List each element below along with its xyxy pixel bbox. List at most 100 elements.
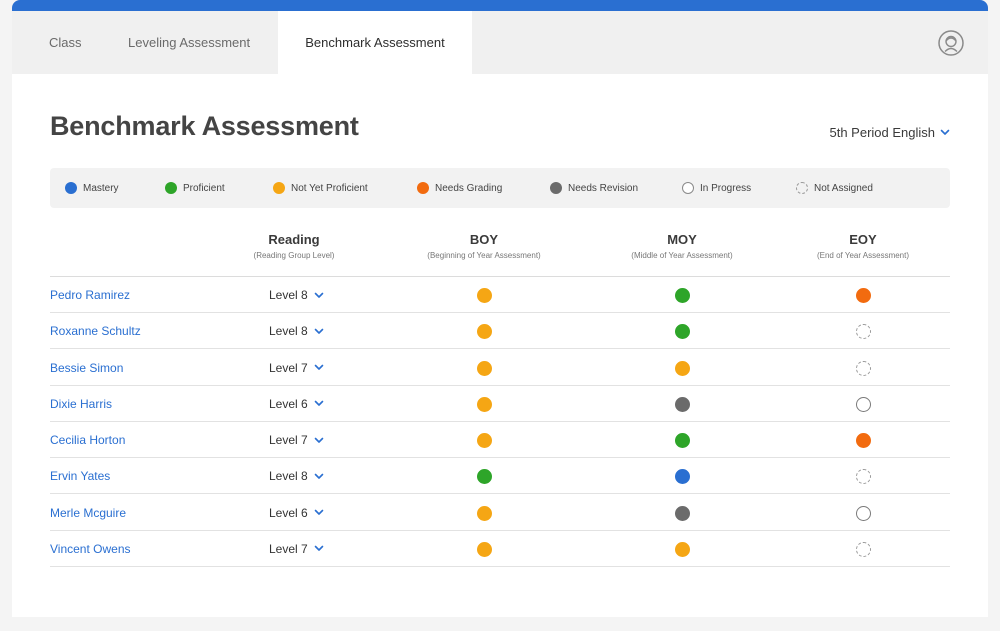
reading-level-dropdown[interactable]: Level 6 <box>269 495 324 531</box>
chevron-down-icon <box>314 364 324 371</box>
status-legend: Mastery Proficient Not Yet Proficient Ne… <box>50 168 950 208</box>
boy-status-not-yet-proficient-icon[interactable] <box>477 397 492 412</box>
chevron-down-icon <box>314 292 324 299</box>
legend-item-needs-grading: Needs Grading <box>417 168 502 208</box>
boy-status-not-yet-proficient-icon[interactable] <box>477 433 492 448</box>
eoy-status-needs-grading-icon[interactable] <box>856 433 871 448</box>
table-row: Vincent Owens Level 7 <box>50 531 950 567</box>
table-row: Merle Mcguire Level 6 <box>50 495 950 531</box>
reading-level-dropdown[interactable]: Level 8 <box>269 277 324 313</box>
eoy-status-in-progress-icon[interactable] <box>856 397 871 412</box>
tab-class[interactable]: Class <box>49 11 82 74</box>
boy-status-not-yet-proficient-icon[interactable] <box>477 288 492 303</box>
moy-status-needs-revision-icon[interactable] <box>675 506 690 521</box>
reading-level-value: Level 8 <box>269 288 308 302</box>
eoy-status-not-assigned-icon[interactable] <box>856 324 871 339</box>
row-divider <box>50 566 950 567</box>
moy-status-not-yet-proficient-icon[interactable] <box>675 542 690 557</box>
tab-benchmark-assessment[interactable]: Benchmark Assessment <box>278 11 472 74</box>
reading-level-value: Level 7 <box>269 433 308 447</box>
reading-level-value: Level 8 <box>269 469 308 483</box>
table-row: Bessie Simon Level 7 <box>50 350 950 386</box>
table-row: Ervin Yates Level 8 <box>50 458 950 494</box>
student-name-link[interactable]: Merle Mcguire <box>50 495 126 531</box>
boy-status-not-yet-proficient-icon[interactable] <box>477 361 492 376</box>
boy-status-not-yet-proficient-icon[interactable] <box>477 542 492 557</box>
eoy-status-not-assigned-icon[interactable] <box>856 469 871 484</box>
column-title: Reading <box>204 232 384 247</box>
tab-leveling-assessment[interactable]: Leveling Assessment <box>128 11 250 74</box>
reading-level-dropdown[interactable]: Level 7 <box>269 531 324 567</box>
student-name-link[interactable]: Vincent Owens <box>50 531 131 567</box>
reading-level-value: Level 6 <box>269 506 308 520</box>
user-avatar-icon[interactable] <box>938 30 964 56</box>
reading-level-dropdown[interactable]: Level 8 <box>269 313 324 349</box>
chevron-down-icon <box>314 473 324 480</box>
boy-status-not-yet-proficient-icon[interactable] <box>477 324 492 339</box>
chevron-down-icon <box>314 437 324 444</box>
chevron-down-icon <box>314 509 324 516</box>
legend-label: Not Yet Proficient <box>291 183 368 194</box>
column-subtitle: (Middle of Year Assessment) <box>592 251 772 260</box>
legend-label: Proficient <box>183 183 225 194</box>
chevron-down-icon <box>314 400 324 407</box>
legend-label: Needs Revision <box>568 183 638 194</box>
reading-level-value: Level 8 <box>269 324 308 338</box>
tab-bar: Class Leveling Assessment Benchmark Asse… <box>12 11 988 74</box>
class-selector-label: 5th Period English <box>829 125 935 140</box>
legend-label: Mastery <box>83 183 119 194</box>
column-title: BOY <box>394 232 574 247</box>
student-name-link[interactable]: Dixie Harris <box>50 386 112 422</box>
column-header-eoy: EOY (End of Year Assessment) <box>773 232 953 260</box>
reading-level-value: Level 7 <box>269 361 308 375</box>
column-header-moy: MOY (Middle of Year Assessment) <box>592 232 772 260</box>
eoy-status-not-assigned-icon[interactable] <box>856 361 871 376</box>
reading-level-dropdown[interactable]: Level 7 <box>269 422 324 458</box>
reading-level-dropdown[interactable]: Level 8 <box>269 458 324 494</box>
column-title: MOY <box>592 232 772 247</box>
student-name-link[interactable]: Ervin Yates <box>50 458 110 494</box>
chevron-down-icon <box>314 545 324 552</box>
legend-label: In Progress <box>700 183 751 194</box>
page-title: Benchmark Assessment <box>50 111 359 142</box>
legend-item-mastery: Mastery <box>65 168 119 208</box>
moy-status-proficient-icon[interactable] <box>675 324 690 339</box>
column-subtitle: (Beginning of Year Assessment) <box>394 251 574 260</box>
reading-level-dropdown[interactable]: Level 6 <box>269 386 324 422</box>
table-row: Dixie Harris Level 6 <box>50 386 950 422</box>
eoy-status-not-assigned-icon[interactable] <box>856 542 871 557</box>
proficient-dot-icon <box>165 182 177 194</box>
student-name-link[interactable]: Cecilia Horton <box>50 422 125 458</box>
not-yet-proficient-dot-icon <box>273 182 285 194</box>
student-name-link[interactable]: Pedro Ramirez <box>50 277 130 313</box>
boy-status-not-yet-proficient-icon[interactable] <box>477 506 492 521</box>
student-name-link[interactable]: Bessie Simon <box>50 350 123 386</box>
app-card: Class Leveling Assessment Benchmark Asse… <box>12 0 988 617</box>
eoy-status-in-progress-icon[interactable] <box>856 506 871 521</box>
moy-status-needs-revision-icon[interactable] <box>675 397 690 412</box>
column-header-boy: BOY (Beginning of Year Assessment) <box>394 232 574 260</box>
student-name-link[interactable]: Roxanne Schultz <box>50 313 141 349</box>
eoy-status-needs-grading-icon[interactable] <box>856 288 871 303</box>
in-progress-dot-icon <box>682 182 694 194</box>
column-subtitle: (End of Year Assessment) <box>773 251 953 260</box>
moy-status-not-yet-proficient-icon[interactable] <box>675 361 690 376</box>
column-header-reading: Reading (Reading Group Level) <box>204 232 384 260</box>
moy-status-proficient-icon[interactable] <box>675 433 690 448</box>
legend-label: Not Assigned <box>814 183 873 194</box>
reading-level-dropdown[interactable]: Level 7 <box>269 350 324 386</box>
column-subtitle: (Reading Group Level) <box>204 251 384 260</box>
not-assigned-dot-icon <box>796 182 808 194</box>
table-row: Cecilia Horton Level 7 <box>50 422 950 458</box>
reading-level-value: Level 6 <box>269 397 308 411</box>
class-selector[interactable]: 5th Period English <box>829 125 950 140</box>
legend-item-needs-revision: Needs Revision <box>550 168 638 208</box>
needs-revision-dot-icon <box>550 182 562 194</box>
legend-item-not-yet-proficient: Not Yet Proficient <box>273 168 368 208</box>
moy-status-proficient-icon[interactable] <box>675 288 690 303</box>
table-row: Roxanne Schultz Level 8 <box>50 313 950 349</box>
chevron-down-icon <box>314 328 324 335</box>
boy-status-proficient-icon[interactable] <box>477 469 492 484</box>
moy-status-mastery-icon[interactable] <box>675 469 690 484</box>
chevron-down-icon <box>940 129 950 136</box>
